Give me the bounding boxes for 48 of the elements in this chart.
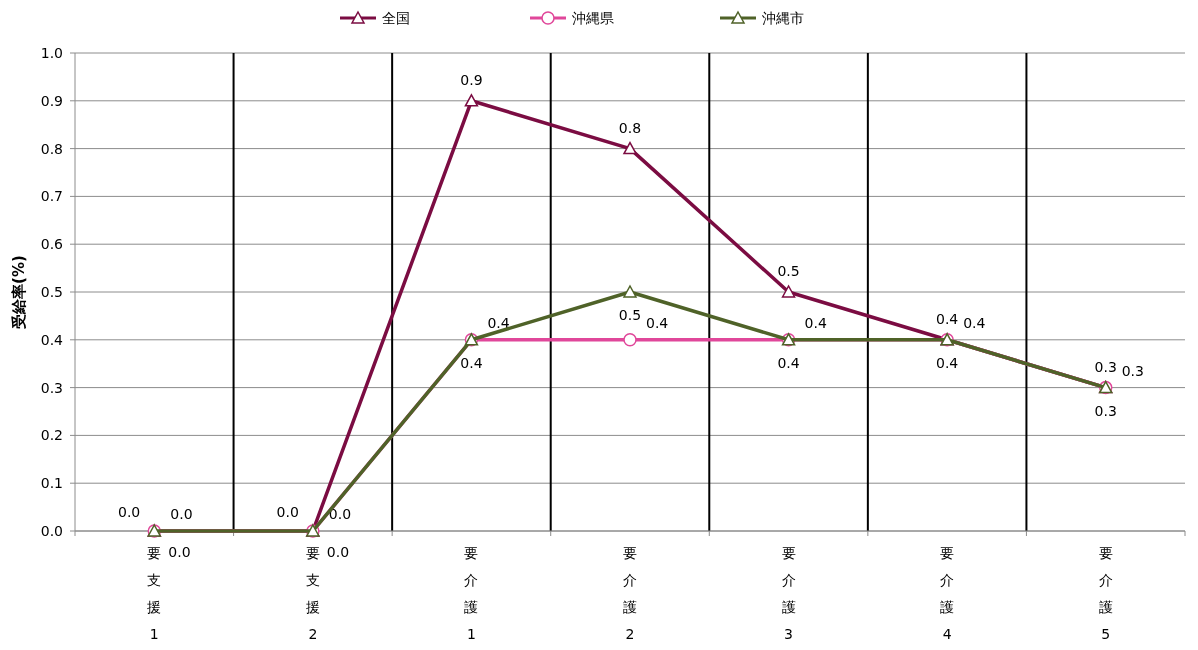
data-label: 0.4 [804, 314, 827, 331]
data-label: 0.3 [1121, 362, 1144, 379]
point [623, 333, 637, 347]
y-tick-label: 0.0 [40, 523, 63, 539]
y-tick-label: 0.3 [40, 379, 63, 396]
data-label: 0.4 [487, 314, 510, 331]
data-label: 0.3 [1094, 402, 1117, 419]
y-tick-label: 0.4 [40, 331, 64, 348]
y-tick-label: 0.7 [40, 188, 63, 205]
x-tick-label: 要支援1 [147, 545, 162, 642]
data-label: 0.0 [326, 544, 350, 560]
y-tick-label: 1.0 [40, 45, 63, 61]
x-tick-label: 要支援2 [305, 545, 320, 642]
point [781, 285, 796, 298]
data-label: 0.4 [777, 354, 800, 371]
point [623, 141, 637, 155]
data-label: 0.5 [618, 307, 642, 323]
data-label: 0.0 [118, 504, 141, 520]
y-tick-label: 0.6 [40, 236, 64, 253]
data-label: 0.8 [618, 119, 642, 136]
data-label: 0.4 [646, 314, 669, 331]
data-label: 0.5 [777, 263, 800, 279]
data-label: 0.0 [276, 504, 299, 520]
data-label: 0.0 [328, 506, 352, 522]
legend-label: 沖縄県 [572, 10, 614, 26]
y-tick-label: 0.5 [40, 284, 63, 300]
data-label: 0.0 [168, 544, 191, 560]
y-tick-label: 0.2 [40, 427, 63, 444]
data-label: 0.0 [170, 506, 193, 522]
point [623, 285, 637, 298]
data-label: 0.4 [936, 310, 959, 327]
data-label: 0.4 [936, 354, 959, 371]
x-tick-label: 要介護4 [940, 545, 955, 642]
y-tick-label: 0.9 [40, 92, 63, 109]
data-label: 0.4 [963, 314, 986, 331]
x-tick-label: 要介護1 [464, 545, 479, 642]
x-tick-label: 要介護3 [781, 545, 796, 642]
data-label: 0.3 [1094, 358, 1117, 375]
data-label: 0.4 [460, 354, 483, 371]
y-tick-label: 0.1 [40, 475, 63, 492]
point [464, 94, 479, 107]
legend-label: 全国 [382, 10, 410, 26]
y-tick-label: 0.8 [40, 140, 63, 157]
legend-label: 沖縄市 [762, 10, 804, 26]
x-tick-label: 要介護5 [1098, 545, 1113, 642]
data-label: 0.9 [460, 71, 483, 88]
x-tick-label: 要介護2 [623, 545, 637, 642]
y-axis-title: 受給率(%) [10, 255, 28, 330]
